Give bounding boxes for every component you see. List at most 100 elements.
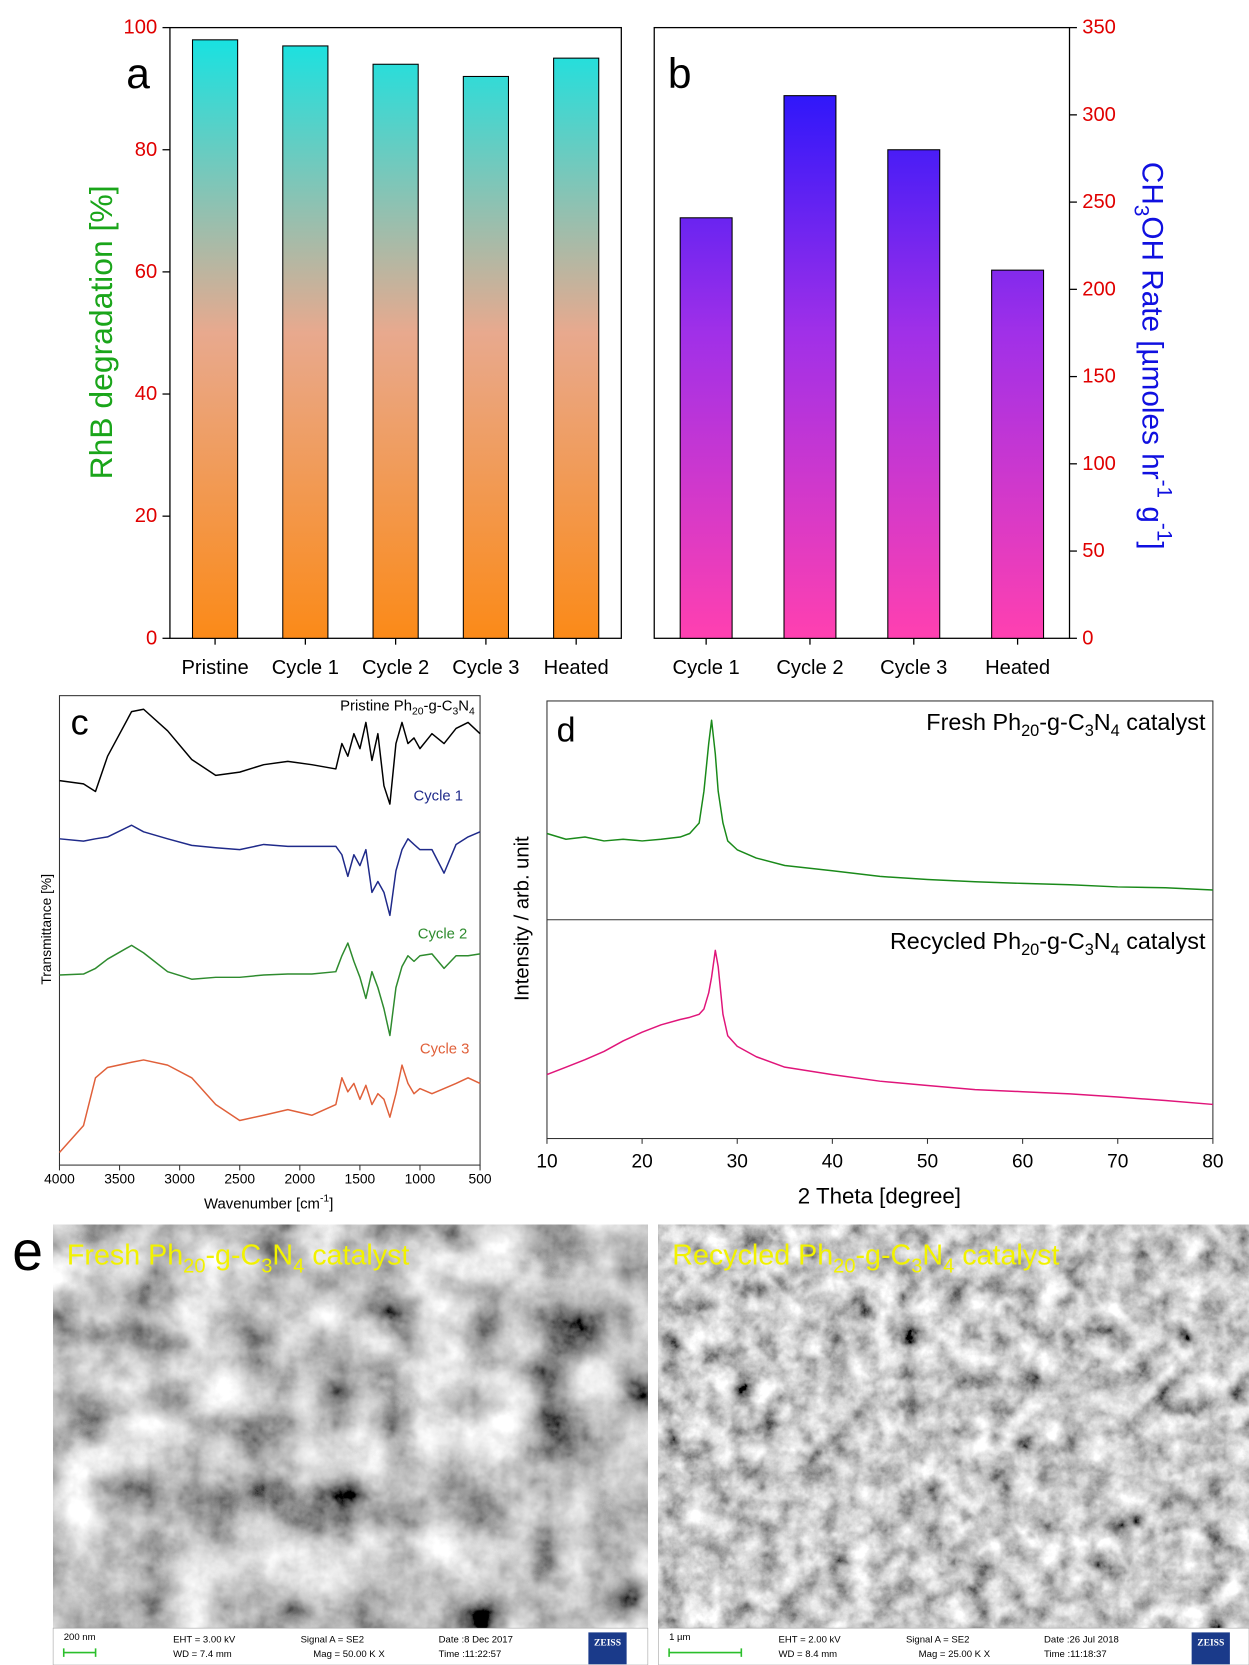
panel-label: c — [71, 702, 89, 743]
x-tick-label: 70 — [1107, 1151, 1128, 1172]
x-tick-label: 1000 — [405, 1171, 436, 1186]
bar — [679, 217, 733, 639]
text-part: -g-C — [855, 1239, 911, 1271]
y-axis-label: Intensity / arb. unit — [512, 836, 534, 1001]
text-part: -g-C — [424, 698, 453, 714]
bar — [282, 45, 329, 639]
text-part: -1 — [320, 1193, 329, 1204]
y-tick-label: 100 — [124, 17, 158, 39]
text-part: 20 — [183, 1255, 205, 1277]
text-part: Fresh Ph — [67, 1239, 183, 1271]
logo-box — [588, 1632, 627, 1665]
text-part: Recycled Ph — [890, 928, 1021, 954]
scale-label: 200 nm — [64, 1632, 96, 1643]
plot-frame — [58, 695, 481, 1166]
info-bar — [52, 1627, 649, 1665]
text-part: g — [1136, 498, 1169, 523]
series-label: Pristine Ph20-g-C3N4 — [340, 698, 475, 717]
x-tick-label: 80 — [1202, 1151, 1223, 1172]
y-tick-label: 0 — [1082, 627, 1093, 649]
series-label: Cycle 3 — [420, 1041, 470, 1057]
y-tick-label: 350 — [1082, 17, 1116, 39]
x-tick-label: 3000 — [164, 1171, 195, 1186]
scale-bar — [668, 1648, 743, 1657]
x-tick-label: 20 — [631, 1151, 652, 1172]
text-part: 3 — [911, 1255, 922, 1277]
info-text: WD = 8.4 mm — [778, 1649, 837, 1660]
series-label: Recycled Ph20-g-C3N4 catalyst — [890, 928, 1206, 959]
x-tick-label: Cycle 3 — [452, 657, 519, 679]
series-label: Fresh Ph20-g-C3N4 catalyst — [926, 709, 1206, 740]
info-text: Time :11:18:37 — [1044, 1649, 1107, 1660]
x-tick-label: Heated — [544, 657, 609, 679]
text-part: catalyst — [1120, 709, 1206, 735]
text-part: 3 — [452, 706, 458, 717]
info-text: Mag = 25.00 K X — [919, 1649, 991, 1660]
y-tick-label: 40 — [135, 383, 157, 405]
text-part: ] — [329, 1196, 333, 1212]
text-part: 20 — [1021, 722, 1039, 740]
sem-image — [53, 1224, 648, 1629]
series-label: Cycle 2 — [418, 927, 468, 943]
y-axis-label: RhB degradation [%] — [83, 185, 119, 479]
text-part: 4 — [293, 1255, 304, 1277]
text-part: -1 — [1152, 480, 1175, 499]
y-axis-label: Transmittance [%] — [39, 874, 54, 985]
x-axis-label: Wavenumber [cm-1] — [204, 1193, 333, 1212]
text-part: ] — [1136, 541, 1169, 549]
x-tick-label: Cycle 1 — [673, 657, 740, 679]
x-tick-label: 2500 — [224, 1171, 255, 1186]
text-part: catalyst — [304, 1239, 409, 1271]
info-text: Time :11:22:57 — [439, 1649, 502, 1660]
logo-text: ZEISS — [1197, 1638, 1224, 1649]
text-part: 20 — [1021, 941, 1039, 959]
plot-frame — [653, 26, 1071, 639]
x-tick-label: 50 — [917, 1151, 938, 1172]
x-tick-label: 4000 — [44, 1171, 75, 1186]
text-part: CH — [1136, 162, 1169, 205]
image-title: Fresh Ph20-g-C3N4 catalyst — [67, 1239, 410, 1277]
y-tick-label: 0 — [146, 627, 157, 649]
text-part: 4 — [469, 706, 475, 717]
y-tick-label: 300 — [1082, 104, 1116, 126]
info-text: WD = 7.4 mm — [173, 1649, 232, 1660]
text-part: Recycled Ph — [672, 1239, 833, 1271]
y-tick-label: 100 — [1082, 453, 1116, 475]
image-title: Recycled Ph20-g-C3N4 catalyst — [672, 1239, 1059, 1277]
y-tick-label: 200 — [1082, 278, 1116, 300]
x-tick-label: 10 — [536, 1151, 557, 1172]
scale-label: 1 µm — [669, 1632, 690, 1643]
bar — [783, 95, 837, 639]
bar — [462, 75, 510, 639]
text-part: N — [1094, 709, 1111, 735]
x-tick-label: 40 — [822, 1151, 843, 1172]
y-tick-label: 50 — [1082, 540, 1104, 562]
text-part: 4 — [1111, 941, 1120, 959]
x-tick-label: 500 — [469, 1171, 492, 1186]
y-tick-label: 150 — [1082, 366, 1116, 388]
x-tick-label: Cycle 2 — [362, 657, 429, 679]
panel-label: e — [12, 1220, 43, 1282]
logo-text: ZEISS — [594, 1638, 621, 1649]
y-tick-label: 60 — [135, 261, 157, 283]
panel-label: b — [668, 51, 692, 98]
info-text: Signal A = SE2 — [906, 1634, 969, 1645]
x-tick-label: 3500 — [104, 1171, 135, 1186]
y-tick-label: 80 — [135, 139, 157, 161]
text-part: -g-C — [1039, 928, 1084, 954]
x-tick-label: 1500 — [345, 1171, 376, 1186]
text-part: 20 — [412, 706, 424, 717]
text-part: Pristine Ph — [340, 698, 412, 714]
panel-label: d — [557, 712, 576, 750]
x-tick-label: Cycle 2 — [776, 657, 843, 679]
x-tick-label: 30 — [727, 1151, 748, 1172]
y-tick-label: 20 — [135, 505, 157, 527]
bar — [553, 57, 600, 639]
text-part: catalyst — [1120, 928, 1206, 954]
sem-image — [658, 1224, 1249, 1629]
text-part: 20 — [833, 1255, 855, 1277]
text-part: Fresh Ph — [926, 709, 1021, 735]
text-part: N — [1094, 928, 1111, 954]
text-part: N — [458, 698, 469, 714]
